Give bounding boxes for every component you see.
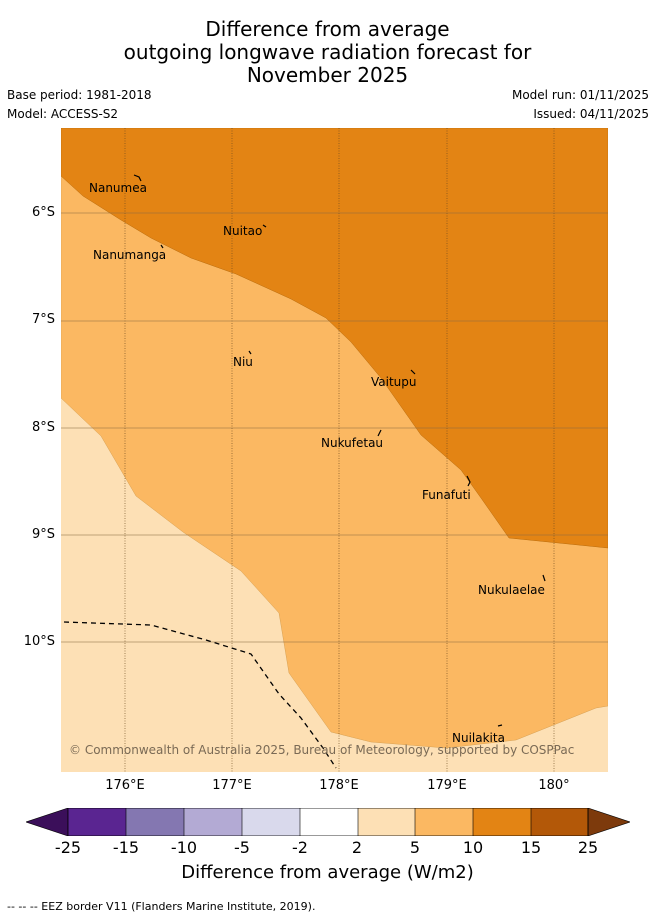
- model-run: Model run: 01/11/2025: [511, 88, 649, 102]
- cb-label-n25: -25: [54, 838, 82, 857]
- island-mark-niu: [248, 350, 252, 355]
- island-label-funafuti: Funafuti: [422, 488, 471, 502]
- island-mark-nanumanga: [160, 244, 164, 249]
- model-name: Model: ACCESS-S2: [7, 107, 119, 121]
- cb-label-10: 10: [462, 838, 484, 857]
- island-mark-nanumea: [133, 174, 142, 182]
- island-label-nukulaelae: Nukulaelae: [478, 583, 545, 597]
- colorbar-seg-8: [473, 808, 531, 836]
- eez-legend: -- -- -- EEZ border V11 (Flanders Marine…: [7, 900, 316, 913]
- cb-label-n10: -10: [170, 838, 198, 857]
- lon-label-180: 180°: [538, 778, 570, 793]
- colorbar-extend-high: [587, 808, 630, 836]
- map-panel: Nanumea Nuitao Nanumanga Niu Vaitupu Nuk…: [60, 127, 609, 772]
- map-svg: Nanumea Nuitao Nanumanga Niu Vaitupu Nuk…: [60, 127, 609, 772]
- lat-label-9: 9°S: [31, 527, 55, 542]
- title-line-1: Difference from average: [205, 17, 450, 41]
- issued-date: Issued: 04/11/2025: [533, 107, 649, 121]
- island-mark-nuilakita: [497, 724, 503, 727]
- colorbar: [26, 808, 630, 836]
- title-line-2: outgoing longwave radiation forecast for: [123, 40, 532, 64]
- lat-label-8: 8°S: [31, 420, 55, 435]
- title-line-3: November 2025: [246, 63, 409, 87]
- lat-label-7: 7°S: [31, 312, 55, 327]
- island-mark-vaitupu: [410, 369, 416, 375]
- cb-label-5: 5: [409, 838, 421, 857]
- island-label-nanumanga: Nanumanga: [93, 248, 166, 262]
- island-label-nuitao: Nuitao: [223, 224, 262, 238]
- island-label-nuilakita: Nuilakita: [452, 731, 505, 745]
- colorbar-seg-3: [184, 808, 242, 836]
- lat-label-6: 6°S: [31, 205, 55, 220]
- island-mark-nuitao: [262, 224, 267, 228]
- colorbar-title: Difference from average (W/m2): [181, 862, 474, 883]
- colorbar-seg-7: [415, 808, 473, 836]
- island-label-niu: Niu: [233, 355, 253, 369]
- lat-label-10: 10°S: [23, 634, 55, 649]
- lon-label-177: 177°E: [212, 778, 252, 793]
- base-period: Base period: 1981-2018: [7, 88, 152, 102]
- cb-label-n2: -2: [292, 838, 308, 857]
- colorbar-seg-6: [358, 808, 415, 836]
- colorbar-extend-low: [26, 808, 69, 836]
- colorbar-seg-9: [531, 808, 588, 836]
- island-label-vaitupu: Vaitupu: [371, 375, 417, 389]
- colorbar-seg-1: [68, 808, 126, 836]
- colorbar-seg-2: [126, 808, 184, 836]
- cb-label-n5: -5: [234, 838, 250, 857]
- island-mark-nukufetau: [377, 429, 382, 437]
- cb-label-25: 25: [577, 838, 599, 857]
- lon-label-178: 178°E: [319, 778, 359, 793]
- copyright-text: © Commonwealth of Australia 2025, Bureau…: [69, 743, 574, 757]
- colorbar-seg-4: [242, 808, 300, 836]
- island-label-nukufetau: Nukufetau: [321, 436, 383, 450]
- lon-label-176: 176°E: [105, 778, 145, 793]
- cb-label-15: 15: [520, 838, 542, 857]
- cb-label-2: 2: [351, 838, 363, 857]
- colorbar-seg-5: [300, 808, 358, 836]
- island-mark-funafuti: [466, 475, 471, 487]
- island-mark-nukulaelae: [542, 574, 546, 582]
- cb-label-n15: -15: [112, 838, 140, 857]
- lon-label-179: 179°E: [427, 778, 467, 793]
- island-label-nanumea: Nanumea: [89, 181, 147, 195]
